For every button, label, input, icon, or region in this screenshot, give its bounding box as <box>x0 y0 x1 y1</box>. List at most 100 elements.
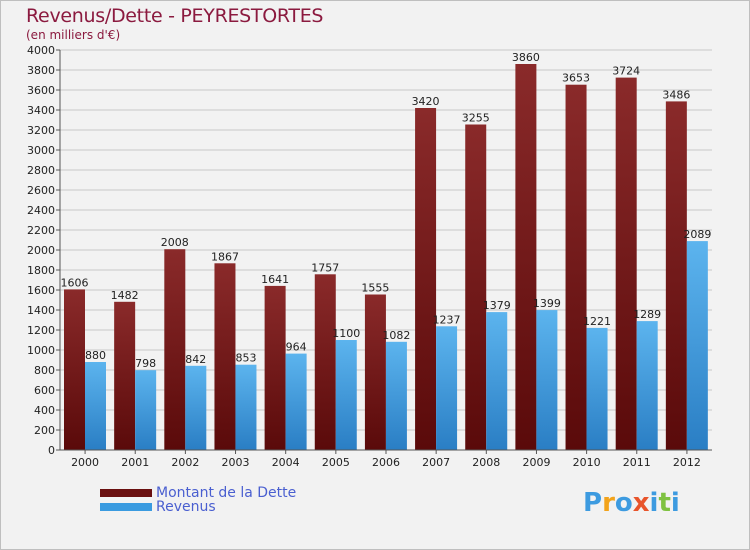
logo-letter: r <box>602 488 615 518</box>
bar-revenus <box>235 364 257 450</box>
data-label-dette: 1555 <box>361 282 389 295</box>
y-tick-label: 800 <box>34 364 55 377</box>
data-label-dette: 3255 <box>462 112 490 125</box>
y-tick-label: 400 <box>34 404 55 417</box>
bar-revenus <box>285 353 307 450</box>
bar-dette <box>214 263 236 450</box>
data-label-revenus: 853 <box>235 352 256 365</box>
data-label-revenus: 1289 <box>633 308 661 321</box>
data-label-dette: 1867 <box>211 250 239 263</box>
data-label-revenus: 880 <box>85 349 106 362</box>
logo-letter: i <box>649 488 659 518</box>
data-label-dette: 3860 <box>512 51 540 64</box>
y-tick-label: 200 <box>34 424 55 437</box>
data-label-dette: 1757 <box>311 261 339 274</box>
y-tick-label: 4000 <box>27 44 55 57</box>
legend-label-debt: Montant de la Dette <box>156 485 297 501</box>
x-tick-label: 2007 <box>422 456 450 469</box>
legend-label-revenus: Revenus <box>156 499 216 515</box>
y-tick-label: 0 <box>48 444 55 457</box>
x-tick-label: 2009 <box>522 456 550 469</box>
x-tick-label: 2006 <box>372 456 400 469</box>
data-label-dette: 3420 <box>412 95 440 108</box>
data-label-revenus: 1100 <box>332 327 360 340</box>
y-tick-label: 2800 <box>27 164 55 177</box>
y-tick-label: 1400 <box>27 304 55 317</box>
y-tick-label: 600 <box>34 384 55 397</box>
data-label-dette: 3486 <box>662 88 690 101</box>
data-label-revenus: 1082 <box>382 329 410 342</box>
x-tick-label: 2003 <box>222 456 250 469</box>
data-label-revenus: 842 <box>185 353 206 366</box>
y-tick-label: 1200 <box>27 324 55 337</box>
bar-revenus <box>185 365 207 450</box>
bar-dette <box>364 294 386 450</box>
x-tick-label: 2004 <box>272 456 300 469</box>
bar-revenus <box>486 312 508 450</box>
data-label-revenus: 1237 <box>433 313 461 326</box>
data-label-revenus: 1379 <box>483 299 511 312</box>
logo-letter: o <box>614 488 633 518</box>
y-tick-label: 2000 <box>27 244 55 257</box>
x-tick-label: 2002 <box>171 456 199 469</box>
y-tick-label: 1800 <box>27 264 55 277</box>
bar-revenus <box>436 326 458 450</box>
x-tick-label: 2005 <box>322 456 350 469</box>
bar-dette <box>314 274 336 450</box>
bar-revenus <box>385 341 407 450</box>
data-label-dette: 1482 <box>111 289 139 302</box>
x-tick-label: 2012 <box>673 456 701 469</box>
chart-title: Revenus/Dette - PEYRESTORTES <box>26 5 324 27</box>
data-label-dette: 1641 <box>261 273 289 286</box>
proxiti-logo: Proxiti <box>583 488 680 518</box>
bar-dette <box>415 108 437 450</box>
x-tick-label: 2010 <box>573 456 601 469</box>
legend-swatch-debt <box>100 489 152 497</box>
y-tick-label: 2200 <box>27 224 55 237</box>
data-label-revenus: 1221 <box>583 315 611 328</box>
bar-revenus <box>85 362 106 450</box>
bar-dette <box>615 77 637 450</box>
logo-letter: t <box>658 488 671 518</box>
logo-letter: i <box>670 488 680 518</box>
y-tick-label: 3000 <box>27 144 55 157</box>
y-tick-label: 1000 <box>27 344 55 357</box>
y-tick-label: 1600 <box>27 284 55 297</box>
bar-revenus <box>536 310 558 450</box>
bar-dette <box>114 301 136 450</box>
data-label-dette: 2008 <box>161 236 189 249</box>
bar-dette <box>264 285 286 450</box>
bar-revenus <box>135 370 157 450</box>
data-label-dette: 1606 <box>61 276 89 289</box>
data-label-dette: 3653 <box>562 72 590 85</box>
legend-swatch-revenus <box>100 503 152 511</box>
data-label-revenus: 1399 <box>533 297 561 310</box>
y-tick-label: 3200 <box>27 124 55 137</box>
bar-revenus <box>636 321 658 450</box>
data-label-revenus: 798 <box>135 357 156 370</box>
chart-subtitle: (en milliers d'€) <box>26 28 121 42</box>
x-tick-label: 2008 <box>472 456 500 469</box>
data-label-dette: 3724 <box>612 65 640 78</box>
y-tick-label: 2400 <box>27 204 55 217</box>
bar-dette <box>565 84 587 450</box>
bar-dette <box>164 249 186 450</box>
logo-letter: x <box>632 488 650 518</box>
y-tick-label: 2600 <box>27 184 55 197</box>
bar-revenus <box>335 340 357 450</box>
x-tick-label: 2001 <box>121 456 149 469</box>
x-tick-label: 2011 <box>623 456 651 469</box>
bar-revenus <box>586 327 608 450</box>
data-label-revenus: 2089 <box>683 228 711 241</box>
bar-dette <box>515 64 537 450</box>
y-tick-label: 3800 <box>27 64 55 77</box>
logo-letter: P <box>583 488 603 518</box>
bar-dette <box>465 124 487 450</box>
data-label-revenus: 964 <box>286 341 307 354</box>
y-tick-label: 3400 <box>27 104 55 117</box>
x-tick-label: 2000 <box>71 456 99 469</box>
bar-dette <box>665 101 687 451</box>
y-tick-label: 3600 <box>27 84 55 97</box>
bar-dette <box>64 289 85 450</box>
